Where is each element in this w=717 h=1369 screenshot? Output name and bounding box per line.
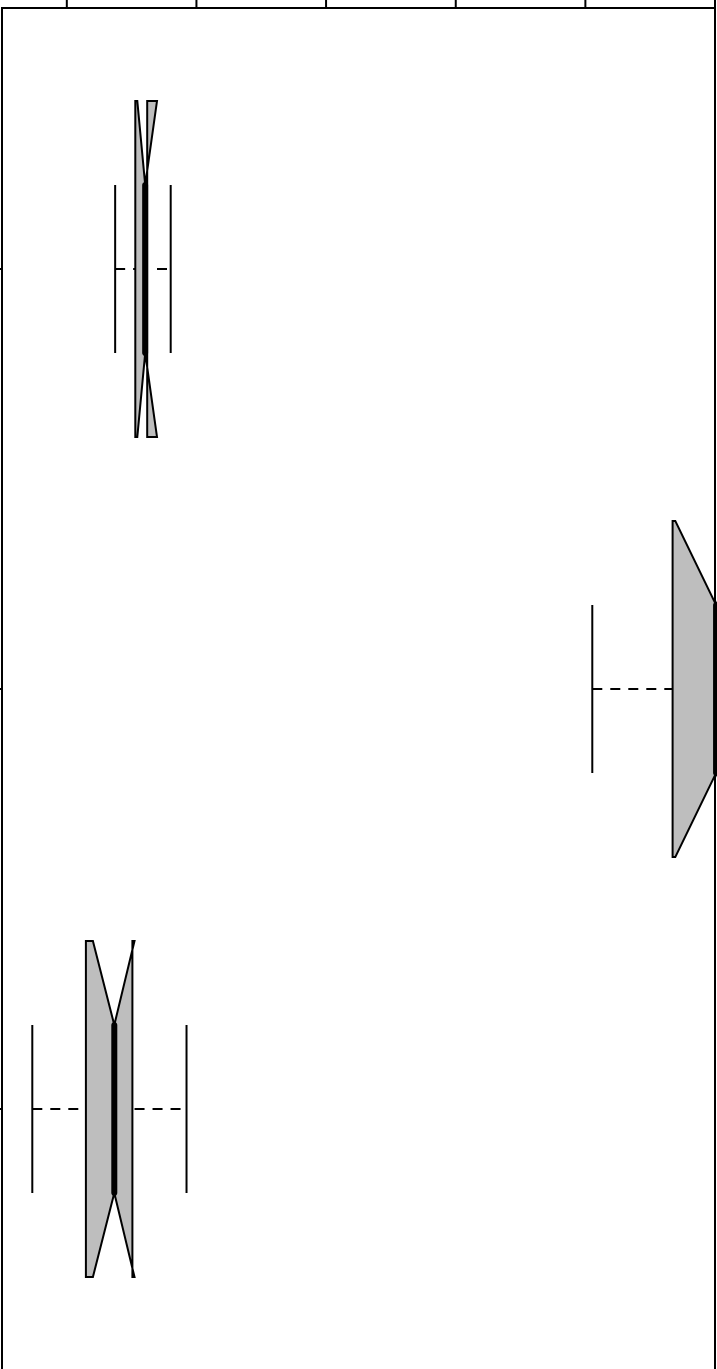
- notched-box: [671, 520, 717, 858]
- box-group-0: [114, 100, 172, 438]
- box-series: [31, 100, 717, 1278]
- axis-ticks: [0, 0, 716, 1110]
- notched-box: [84, 940, 136, 1278]
- box-group-2: [31, 940, 188, 1278]
- box-group-1: [591, 520, 717, 858]
